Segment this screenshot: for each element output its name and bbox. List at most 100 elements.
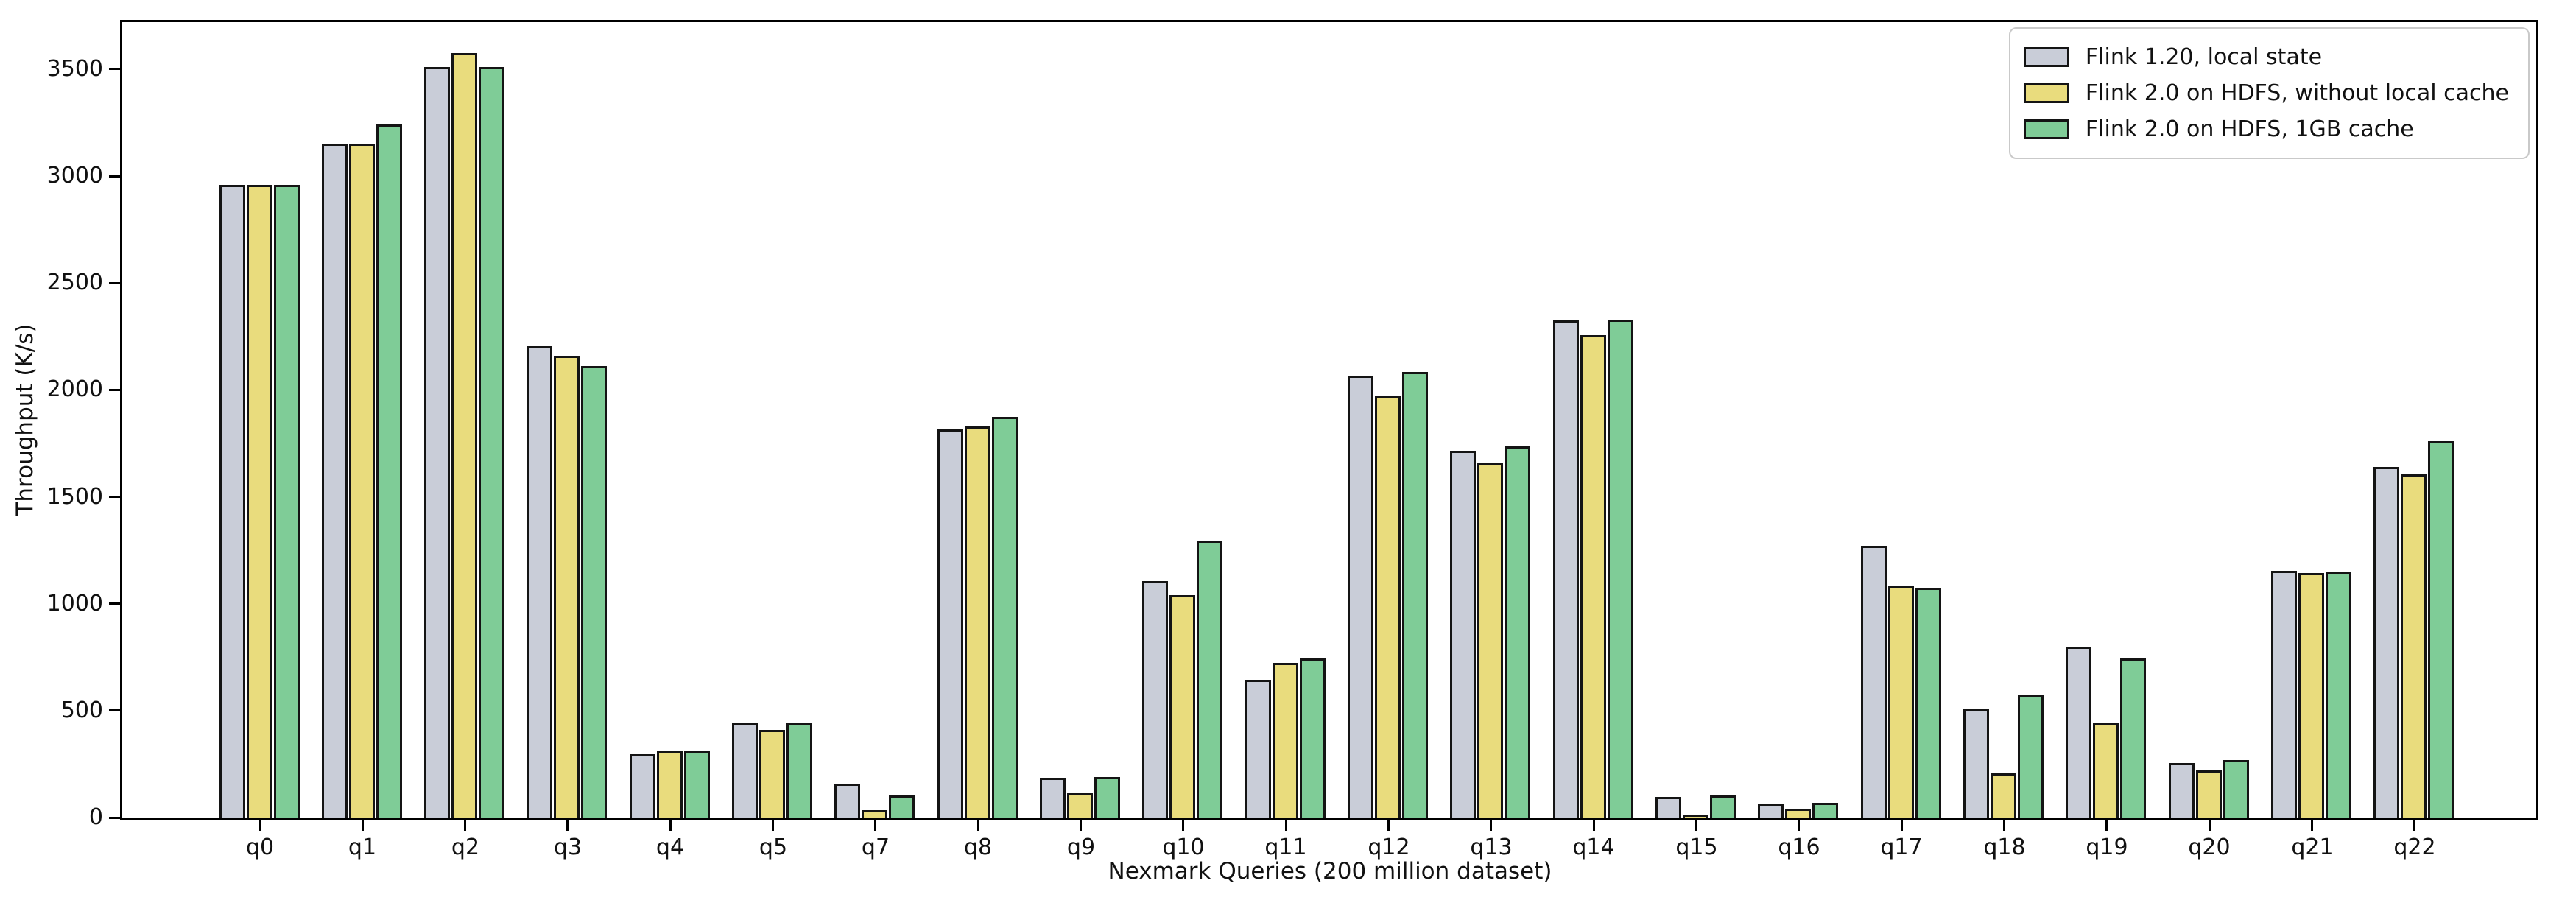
x-tick-mark-q16 [1798, 820, 1800, 831]
bar-q13-series3 [1505, 446, 1530, 818]
x-tick-mark-q3 [566, 820, 569, 831]
legend-swatch-icon [2023, 83, 2069, 103]
bar-q1-series1 [322, 144, 348, 818]
bar-q2-series2 [451, 53, 477, 818]
bar-q10-series3 [1197, 541, 1222, 818]
bar-q18-series1 [1963, 709, 1989, 818]
x-tick-mark-q13 [1490, 820, 1492, 831]
y-tick-label-2500: 2500 [46, 270, 103, 295]
bar-q7-series2 [862, 810, 887, 818]
bar-q8-series1 [937, 429, 963, 818]
x-tick-mark-q14 [1593, 820, 1595, 831]
x-tick-label-q13: q13 [1470, 835, 1513, 860]
x-tick-mark-q10 [1182, 820, 1184, 831]
y-tick-mark-3000 [109, 175, 120, 178]
legend-label: Flink 2.0 on HDFS, without local cache [2085, 80, 2509, 106]
x-tick-label-q1: q1 [348, 835, 377, 860]
y-tick-label-3500: 3500 [46, 56, 103, 82]
bar-q21-series1 [2271, 571, 2297, 818]
x-tick-label-q11: q11 [1264, 835, 1307, 860]
y-tick-mark-3500 [109, 68, 120, 70]
bar-q18-series2 [1991, 773, 2016, 818]
y-tick-label-500: 500 [60, 698, 103, 723]
bar-q3-series1 [527, 346, 552, 818]
x-tick-mark-q2 [464, 820, 466, 831]
x-tick-mark-q4 [669, 820, 672, 831]
bar-q13-series2 [1477, 463, 1503, 818]
bar-q15-series1 [1655, 797, 1681, 818]
bar-q20-series1 [2169, 763, 2195, 818]
bar-q18-series3 [2018, 695, 2044, 818]
bar-q3-series3 [581, 366, 607, 818]
x-tick-mark-q17 [1901, 820, 1903, 831]
bar-q16-series2 [1785, 809, 1811, 818]
bar-q4-series1 [630, 754, 655, 818]
legend-row-2: Flink 2.0 on HDFS, without local cache [2023, 75, 2509, 111]
bar-q0-series3 [274, 185, 300, 818]
x-tick-mark-q5 [772, 820, 774, 831]
bar-q4-series2 [657, 751, 683, 818]
bar-q20-series2 [2196, 770, 2222, 818]
bar-q0-series2 [247, 185, 272, 818]
bar-q1-series3 [376, 124, 402, 818]
legend-label: Flink 2.0 on HDFS, 1GB cache [2085, 116, 2414, 142]
x-tick-mark-q11 [1285, 820, 1287, 831]
x-tick-label-q18: q18 [1983, 835, 2026, 860]
bar-q8-series2 [965, 426, 990, 818]
y-tick-label-2000: 2000 [46, 376, 103, 402]
bar-q17-series3 [1915, 588, 1941, 818]
bar-q4-series3 [684, 751, 710, 818]
legend-row-1: Flink 1.20, local state [2023, 39, 2509, 75]
bar-q15-series3 [1710, 795, 1736, 818]
bar-q9-series3 [1094, 777, 1120, 818]
bar-q21-series2 [2298, 573, 2324, 818]
bar-q9-series2 [1067, 793, 1093, 818]
x-tick-label-q0: q0 [245, 835, 275, 860]
plot-area: Flink 1.20, local state Flink 2.0 on HDFS… [120, 20, 2538, 820]
bar-q2-series3 [479, 67, 504, 818]
x-tick-label-q16: q16 [1778, 835, 1820, 860]
bar-q14-series3 [1608, 320, 1633, 818]
legend-row-3: Flink 2.0 on HDFS, 1GB cache [2023, 111, 2509, 147]
x-tick-mark-q12 [1387, 820, 1390, 831]
x-tick-label-q7: q7 [861, 835, 890, 860]
bar-q17-series2 [1888, 586, 1914, 818]
bar-q8-series3 [992, 417, 1018, 818]
bar-q15-series2 [1683, 815, 1708, 818]
bar-q13-series1 [1450, 451, 1476, 818]
bar-q21-series3 [2326, 572, 2351, 818]
bar-q19-series2 [2093, 723, 2119, 818]
legend-label: Flink 1.20, local state [2085, 44, 2323, 70]
x-tick-label-q19: q19 [2086, 835, 2128, 860]
x-tick-label-q2: q2 [451, 835, 480, 860]
x-tick-label-q8: q8 [963, 835, 993, 860]
bar-q3-series2 [554, 356, 580, 818]
y-tick-label-0: 0 [88, 804, 103, 830]
bar-q10-series1 [1142, 581, 1168, 818]
x-tick-label-q15: q15 [1675, 835, 1718, 860]
bar-q14-series2 [1580, 335, 1606, 818]
bar-q22-series1 [2373, 467, 2399, 818]
y-axis-title: Throughput (K/s) [12, 323, 38, 516]
bar-q2-series1 [424, 67, 450, 818]
bar-q19-series1 [2066, 647, 2091, 818]
bar-q10-series2 [1169, 595, 1195, 818]
x-tick-mark-q7 [874, 820, 876, 831]
bar-q16-series1 [1758, 804, 1784, 818]
bar-q14-series1 [1553, 320, 1579, 818]
x-tick-label-q5: q5 [759, 835, 788, 860]
x-tick-label-q9: q9 [1066, 835, 1096, 860]
bar-q11-series2 [1273, 663, 1298, 818]
bar-q16-series3 [1812, 803, 1838, 818]
x-tick-label-q22: q22 [2393, 835, 2436, 860]
y-tick-mark-0 [109, 817, 120, 819]
bar-q7-series3 [889, 795, 915, 818]
bar-q12-series2 [1375, 396, 1401, 818]
x-tick-mark-q18 [2003, 820, 2005, 831]
y-tick-mark-2000 [109, 389, 120, 391]
x-tick-label-q17: q17 [1880, 835, 1923, 860]
y-tick-mark-1500 [109, 496, 120, 498]
x-tick-label-q21: q21 [2291, 835, 2334, 860]
bar-q9-series1 [1040, 778, 1066, 818]
